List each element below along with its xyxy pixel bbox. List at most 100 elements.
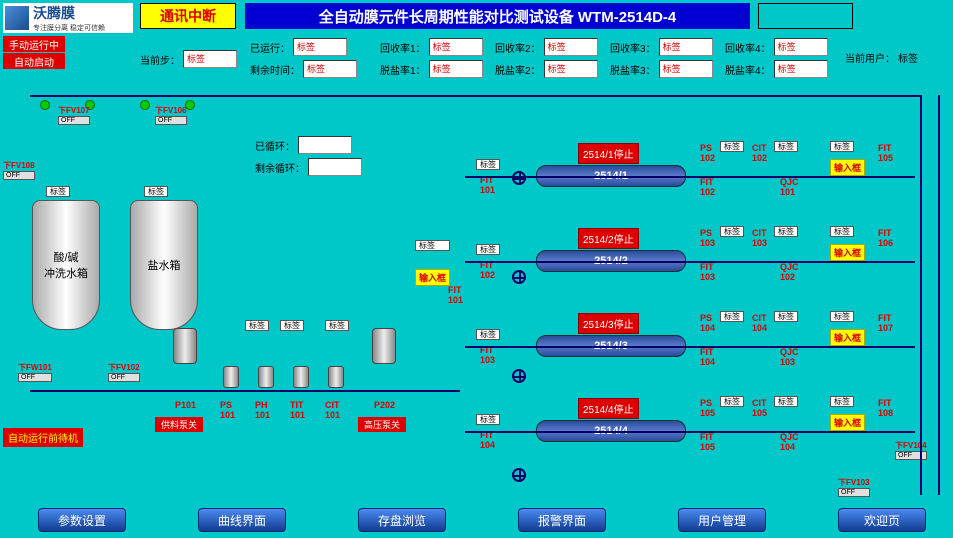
tank-acid-level[interactable]: 标签 — [46, 186, 70, 197]
input-box[interactable]: 输入框 — [830, 414, 865, 431]
p202-label: P202 — [374, 400, 395, 410]
mode-manual-badge: 手动运行中 — [3, 36, 65, 52]
valve-wheel-icon[interactable] — [512, 270, 526, 284]
step-value: 标签 — [183, 50, 237, 68]
user-value: 标签 — [898, 50, 918, 65]
sensor-reading[interactable]: 标签 — [830, 141, 854, 152]
membrane-stop-badge: 2514/4停止 — [578, 398, 639, 419]
param-button[interactable]: 参数设置 — [38, 508, 126, 532]
ps101-label: PS 101 — [220, 400, 235, 420]
salt2-label: 脱盐率2： — [495, 62, 541, 77]
logo-tagline: 专注膜分离 稳定可信赖 — [33, 23, 105, 33]
input-box[interactable]: 输入框 — [830, 244, 865, 261]
indicator-dot — [40, 100, 50, 110]
fit-right-label: FIT 102 — [700, 177, 715, 197]
fit-right-label: FIT 103 — [700, 262, 715, 282]
sensor-reading[interactable]: 标签 — [774, 141, 798, 152]
fit-left-label: FIT 103 — [480, 345, 495, 365]
valve-tv103-off[interactable]: OFF — [838, 488, 870, 497]
user-mgmt-button[interactable]: 用户管理 — [678, 508, 766, 532]
pump-p202-icon — [372, 328, 396, 364]
valve-tv107-off[interactable]: OFF — [58, 116, 90, 125]
sensor-reading[interactable]: 标签 — [830, 226, 854, 237]
valve-tv108-off[interactable]: OFF — [3, 171, 35, 180]
input-box[interactable]: 输入框 — [415, 269, 450, 286]
valve-tv106-label: 下FV106 — [155, 105, 187, 116]
valve-tv108-label: 下FV108 — [3, 160, 35, 171]
sensor-reading[interactable]: 标签 — [245, 320, 269, 331]
sensor-reading[interactable]: 标签 — [774, 226, 798, 237]
disk-button[interactable]: 存盘浏览 — [358, 508, 446, 532]
qjc-label: QJC 101 — [780, 177, 799, 197]
fit-left-label: FIT 104 — [480, 430, 495, 450]
ps-label: PS 104 — [700, 313, 715, 333]
salt1-value: 标签 — [429, 60, 483, 78]
cycle-value — [298, 136, 352, 154]
ps-label: PS 105 — [700, 398, 715, 418]
sensor-reading[interactable]: 标签 — [720, 226, 744, 237]
valve-wheel-icon[interactable] — [512, 468, 526, 482]
mode-auto-button[interactable]: 自动启动 — [3, 53, 65, 69]
sensor-reading[interactable]: 标签 — [280, 320, 304, 331]
sensor-reading[interactable]: 标签 — [476, 414, 500, 425]
recov4-value: 标签 — [774, 38, 828, 56]
sensor-reading[interactable]: 标签 — [476, 159, 500, 170]
valve-tv103-label: 下FV103 — [838, 477, 870, 488]
logo-brand: 沃腾膜 — [33, 3, 105, 23]
sensor-reading[interactable]: 标签 — [720, 396, 744, 407]
qjc-label: QJC 104 — [780, 432, 799, 452]
pump-p101-icon — [173, 328, 197, 364]
recov3-value: 标签 — [659, 38, 713, 56]
feed-pump-status: 供料泵关 — [155, 417, 203, 432]
sensor-reading[interactable]: 标签 — [325, 320, 349, 331]
cit-label: CIT 102 — [752, 143, 767, 163]
sensor-reading[interactable]: 标签 — [830, 311, 854, 322]
valve-tv102-off[interactable]: OFF — [108, 373, 140, 382]
salt3-value: 标签 — [659, 60, 713, 78]
input-box[interactable]: 输入框 — [830, 329, 865, 346]
valve-wheel-icon[interactable] — [512, 171, 526, 185]
sensor-reading[interactable]: 标签 — [720, 141, 744, 152]
logo: 沃腾膜 专注膜分离 稳定可信赖 — [3, 3, 133, 33]
sensor-reading[interactable]: 标签 — [415, 240, 450, 251]
comm-status: 通讯中断 — [140, 3, 236, 29]
cit-label: CIT 103 — [752, 228, 767, 248]
curve-button[interactable]: 曲线界面 — [198, 508, 286, 532]
fit-left-label: FIT 101 — [480, 175, 495, 195]
tank-brine: 盐水箱 — [130, 200, 198, 330]
recov1-label: 回收率1： — [380, 40, 426, 55]
membrane-stop-badge: 2514/1停止 — [578, 143, 639, 164]
clock-display — [758, 3, 853, 29]
fit-far-label: FIT 105 — [878, 143, 893, 163]
auto-standby-badge: 自动运行前待机 — [3, 428, 83, 447]
cycle-remain-label: 剩余循环： — [255, 160, 305, 175]
sensor-reading[interactable]: 标签 — [774, 311, 798, 322]
sensor-reading[interactable]: 标签 — [476, 244, 500, 255]
tank-brine-level[interactable]: 标签 — [144, 186, 168, 197]
valve-wheel-icon[interactable] — [512, 369, 526, 383]
recov1-value: 标签 — [429, 38, 483, 56]
sensor-reading[interactable]: 标签 — [476, 329, 500, 340]
ph101-label: PH 101 — [255, 400, 270, 420]
hp-pump-status: 高压泵关 — [358, 417, 406, 432]
valve-tw101-off[interactable]: OFF — [18, 373, 52, 382]
fit-far-label: FIT 106 — [878, 228, 893, 248]
input-box[interactable]: 输入框 — [830, 159, 865, 176]
cit-label: CIT 104 — [752, 313, 767, 333]
user-label: 当前用户： — [845, 50, 895, 65]
recov2-label: 回收率2： — [495, 40, 541, 55]
sensor-reading[interactable]: 标签 — [830, 396, 854, 407]
salt2-value: 标签 — [544, 60, 598, 78]
salt4-value: 标签 — [774, 60, 828, 78]
sensor-reading[interactable]: 标签 — [774, 396, 798, 407]
recov4-label: 回收率4： — [725, 40, 771, 55]
valve-tv106-off[interactable]: OFF — [155, 116, 187, 125]
sensor-reading[interactable]: 标签 — [720, 311, 744, 322]
cycle-label: 已循环： — [255, 138, 295, 153]
valve-tw101-label: 下FW101 — [18, 362, 52, 373]
tit101-icon — [293, 366, 309, 388]
cycle-remain-value — [308, 158, 362, 176]
welcome-button[interactable]: 欢迎页 — [838, 508, 926, 532]
alarm-button[interactable]: 报警界面 — [518, 508, 606, 532]
run-value: 标签 — [293, 38, 347, 56]
